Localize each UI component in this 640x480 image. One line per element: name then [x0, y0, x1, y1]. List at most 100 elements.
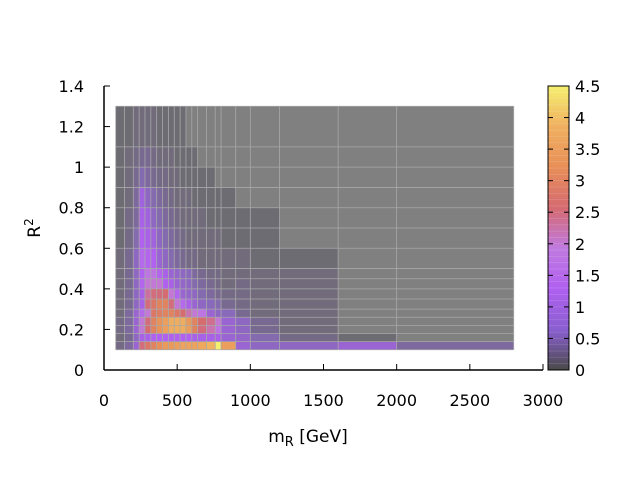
heatmap-cell: [168, 248, 175, 269]
heatmap-cell: [124, 106, 134, 147]
heatmap-cell: [144, 325, 151, 334]
heatmap-cell: [115, 167, 125, 188]
heatmap-cell: [191, 228, 198, 249]
heatmap-cell: [221, 317, 236, 326]
heatmap-cell: [338, 299, 397, 310]
heatmap-cell: [250, 268, 280, 279]
colorbar-tick-label: 3.5: [575, 140, 600, 159]
grid-lines: [115, 105, 515, 351]
heatmap-cell: [115, 268, 125, 279]
heatmap-cell: [338, 278, 397, 289]
heatmap-cell: [338, 207, 397, 228]
heatmap-cell: [396, 146, 514, 168]
heatmap-cell: [144, 167, 151, 188]
heatmap-cell: [396, 288, 514, 299]
heatmap-cell: [156, 207, 163, 228]
heatmap-cell: [235, 248, 251, 269]
heatmap-cell: [235, 341, 251, 350]
heatmap-cell: [156, 299, 163, 310]
heatmap-cell: [168, 299, 175, 310]
heatmap-cell: [174, 146, 181, 168]
heatmap-cell: [221, 228, 236, 249]
heatmap-cell: [235, 167, 251, 188]
heatmap-cell: [197, 228, 207, 249]
heatmap-cell: [250, 207, 280, 228]
heatmap-cell: [206, 325, 216, 334]
axes: 0 500 1000 1500 2000 2500 3000 0 0.2 0.4 0.6 0.8 1 1.…: [59, 77, 564, 410]
heatmap-cell: [235, 299, 251, 310]
heatmap-cell: [221, 268, 236, 279]
heatmap-cell: [215, 106, 222, 147]
colorbar-tick-label: 1.5: [575, 266, 600, 285]
heatmap-cell: [174, 317, 181, 326]
heatmap-cell: [174, 325, 181, 334]
heatmap-cell: [156, 248, 163, 269]
heatmap-cell: [133, 106, 140, 147]
heatmap-cell: [133, 309, 140, 318]
heatmap-cell: [133, 268, 140, 279]
heatmap-cell: [174, 187, 181, 208]
heatmap-cell: [150, 278, 157, 289]
heatmap-cell: [250, 299, 280, 310]
heatmap-cell: [206, 341, 216, 350]
heatmap-cell: [215, 333, 222, 342]
heatmap-cell: [215, 228, 222, 249]
heatmap-cell: [396, 317, 514, 326]
heatmap-cell: [150, 268, 157, 279]
heatmap-cell: [180, 288, 186, 299]
heatmap-cell: [156, 317, 163, 326]
heatmap-cell: [180, 146, 186, 168]
heatmap-cell: [144, 207, 151, 228]
heatmap-cell: [139, 288, 145, 299]
heatmap-cell: [197, 309, 207, 318]
colorbar-tick-label: 4: [575, 109, 585, 128]
heatmap-cell: [338, 341, 397, 350]
heatmap-cell: [221, 309, 236, 318]
heatmap-cell: [396, 207, 514, 228]
heatmap-cell: [180, 268, 186, 279]
heatmap-cell: [396, 341, 514, 350]
heatmap-cell: [139, 146, 145, 168]
heatmap-cell: [206, 248, 216, 269]
heatmap-cell: [338, 248, 397, 269]
heatmap-cell: [191, 167, 198, 188]
heatmap-cell: [174, 248, 181, 269]
heatmap-cell: [215, 248, 222, 269]
heatmap-cell: [156, 146, 163, 168]
heatmap-cell: [162, 228, 169, 249]
heatmap-cell: [180, 325, 186, 334]
heatmap-cell: [133, 207, 140, 228]
heatmap-cell: [162, 248, 169, 269]
heatmap-cell: [174, 207, 181, 228]
heatmap-cell: [396, 278, 514, 289]
heatmap-cell: [206, 288, 216, 299]
heatmap-cell: [235, 288, 251, 299]
heatmap-cell: [396, 187, 514, 208]
heatmap-cell: [115, 333, 125, 342]
heatmap-cell: [115, 299, 125, 310]
heatmap-cell: [156, 278, 163, 289]
heatmap-cell: [168, 288, 175, 299]
heatmap-cell: [235, 146, 251, 168]
heatmap-cell: [139, 325, 145, 334]
colorbar-tick-label: 0: [575, 361, 585, 380]
heatmap-cell: [396, 167, 514, 188]
heatmap-cell: [197, 146, 207, 168]
heatmap-cell: [168, 317, 175, 326]
heatmap-cell: [197, 288, 207, 299]
heatmap-cell: [174, 309, 181, 318]
colorbar: 0 0.5 1 1.5 2 2.5 3 3.5 4 4.5: [547, 77, 600, 380]
heatmap-cell: [191, 317, 198, 326]
heatmap-cell: [197, 299, 207, 310]
heatmap-cell: [197, 325, 207, 334]
heatmap-cell: [191, 333, 198, 342]
heatmap-cell: [144, 106, 151, 147]
heatmap-cell: [144, 333, 151, 342]
heatmap-cell: [185, 228, 192, 249]
heatmap-cell: [221, 146, 236, 168]
colorbar-tick-label: 1: [575, 298, 585, 317]
heatmap-cell: [162, 333, 169, 342]
heatmap-cell: [185, 288, 192, 299]
heatmap-cell: [150, 167, 157, 188]
heatmap-cell: [139, 106, 145, 147]
